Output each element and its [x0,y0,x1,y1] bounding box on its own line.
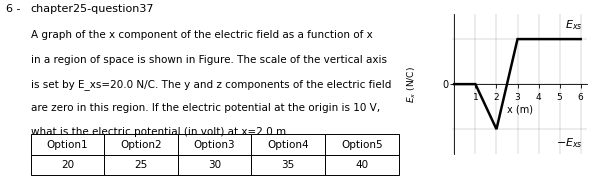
Text: $-E_{xs}$: $-E_{xs}$ [556,136,583,150]
Bar [31,155,104,175]
Text: Option3: Option3 [194,140,235,149]
Text: is set by E_xs=20.0 N/C. The y and z components of the electric field: is set by E_xs=20.0 N/C. The y and z com… [31,79,391,90]
Bar [325,155,399,175]
Bar [31,134,104,155]
Text: 25: 25 [134,160,147,170]
Y-axis label: $E_x$ (N/C): $E_x$ (N/C) [405,66,418,103]
X-axis label: x (m): x (m) [507,105,533,115]
Text: $E_{xs}$: $E_{xs}$ [565,18,583,32]
Text: 40: 40 [355,160,368,170]
Bar [104,134,178,155]
Text: 20: 20 [60,160,74,170]
Text: 6 -: 6 - [6,4,20,14]
Bar [252,134,325,155]
Bar [252,155,325,175]
Text: are zero in this region. If the electric potential at the origin is 10 V,: are zero in this region. If the electric… [31,103,380,113]
Text: Option5: Option5 [341,140,383,149]
Bar [178,155,252,175]
Text: Option2: Option2 [120,140,162,149]
Text: chapter25-question37: chapter25-question37 [31,4,154,14]
Text: in a region of space is shown in Figure. The scale of the vertical axis: in a region of space is shown in Figure.… [31,55,386,65]
Text: Option4: Option4 [267,140,309,149]
Text: what is the electric potential (in volt) at x=2.0 m.: what is the electric potential (in volt)… [31,127,289,137]
Text: A graph of the x component of the electric field as a function of x: A graph of the x component of the electr… [31,30,373,40]
Bar [104,155,178,175]
Text: 35: 35 [282,160,295,170]
Text: Option1: Option1 [47,140,88,149]
Bar [178,134,252,155]
Bar [325,134,399,155]
Text: 30: 30 [208,160,221,170]
